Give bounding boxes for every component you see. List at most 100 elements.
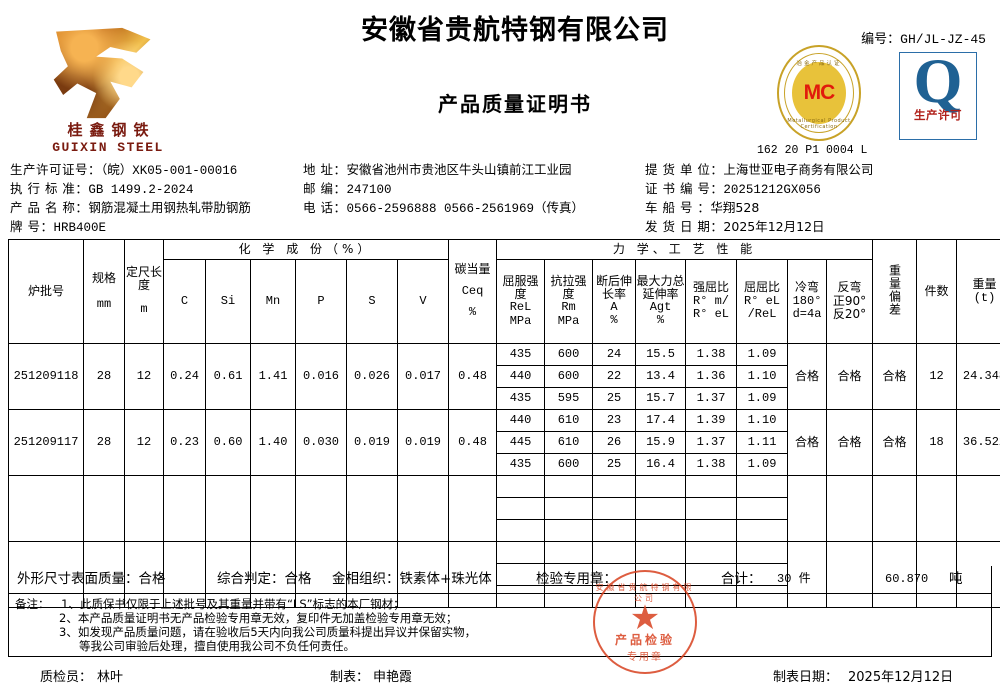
cell-reverse-bend xyxy=(826,475,874,542)
cell-yield: 435 xyxy=(496,453,546,476)
cell-pieces xyxy=(916,475,958,542)
cell-elong: 25 xyxy=(592,453,637,476)
cell-ratio-rm: 1.38 xyxy=(685,343,738,366)
col-strength-ratio: 强屈比 R° m/ R° eL xyxy=(685,259,738,344)
table-row: 440 600 22 13.4 1.36 1.10 xyxy=(9,365,1000,388)
cell-agt: 15.9 xyxy=(635,431,687,454)
cell-agt: 15.5 xyxy=(635,343,687,366)
cell-agt: 16.4 xyxy=(635,453,687,476)
cell-tensile xyxy=(544,519,594,542)
logo-english-text: GUIXIN STEEL xyxy=(52,139,164,155)
notes-item-1: 1、此质保书仅限于上述批号及其重量并带有“LS”标志的本厂钢材； xyxy=(61,597,405,611)
cell-length: 12 xyxy=(124,409,164,476)
cell-tensile: 600 xyxy=(544,343,594,366)
cell-v xyxy=(396,475,450,542)
summary-total-pieces: 30 件 xyxy=(777,572,811,586)
table-row xyxy=(9,585,1000,608)
cell-yield: 445 xyxy=(496,431,546,454)
col-weight-unit: (t) xyxy=(973,290,996,305)
col-weight-deviation-label: 重量偏差 xyxy=(887,263,902,316)
cell-yield: 435 xyxy=(496,387,546,410)
cell-mn: 1.40 xyxy=(250,409,296,476)
cell-ceq xyxy=(448,475,498,542)
footer-inspector-label: 质检员： xyxy=(40,670,93,685)
document-footer: 质检员： 林叶 制表： 申艳霞 制表日期： 2025年12月12日 xyxy=(0,662,1000,694)
cell-agt xyxy=(635,497,687,520)
col-ceq-name: 碳当量 xyxy=(454,262,491,277)
info-consignee-value: 上海世亚电子商务有限公司 xyxy=(723,162,874,177)
cell-ratio-rm: 1.37 xyxy=(685,431,738,454)
notes-title: 备注： xyxy=(15,597,50,611)
cell-ratio-rel xyxy=(736,541,789,564)
cell-agt: 15.7 xyxy=(635,387,687,410)
col-mn: Mn xyxy=(250,259,296,344)
cell-elong: 23 xyxy=(592,409,637,432)
col-strength-ratio-l2: R° eL xyxy=(693,307,730,322)
cell-ceq: 0.48 xyxy=(448,409,498,476)
cell-ratio-rel: 1.09 xyxy=(736,343,789,366)
col-ceq: 碳当量 Ceq % xyxy=(448,239,498,344)
info-address-value: 安徽省池州市贵池区牛头山镇前江工业园 xyxy=(346,162,572,177)
col-yield-ratio: 屈屈比 R° eL /ReL xyxy=(736,259,789,344)
info-vehicle-no: 车 船 号 ：华翔528 xyxy=(645,198,1000,217)
info-grade-label: 牌 号： xyxy=(10,219,54,234)
footer-date-label: 制表日期： xyxy=(773,670,839,685)
col-si: Si xyxy=(205,259,251,344)
document-title: 产品质量证明书 xyxy=(438,92,592,116)
cell-mn xyxy=(250,475,296,542)
info-product-name: 产 品 名 称：钢筋混凝土用钢热轧带肋钢筋 xyxy=(10,198,310,217)
cell-ratio-rel xyxy=(736,519,789,542)
info-address-label: 地 址： xyxy=(303,162,347,177)
cell-ratio-rel: 1.11 xyxy=(736,431,789,454)
summary-overall: 综合判定：合格 xyxy=(217,571,312,587)
guixin-steel-logo-icon xyxy=(53,27,151,119)
notes-item-3: 3、如发现产品质量问题，请在验收后5天内向我公司质量科提出异议并保留实物， xyxy=(59,625,477,639)
table-row xyxy=(9,519,1000,542)
table-row: 435 600 25 16.4 1.38 1.09 xyxy=(9,453,1000,476)
cell-si: 0.60 xyxy=(205,409,251,476)
info-consignee-label: 提 货 单 位： xyxy=(645,162,724,177)
cell-s xyxy=(346,541,398,608)
cell-cold-bend xyxy=(787,475,828,542)
col-strength-ratio-name: 强屈比 xyxy=(693,280,730,295)
cell-weight-deviation: 合格 xyxy=(872,343,918,410)
col-yield-ratio-name: 屈屈比 xyxy=(744,280,781,295)
col-reverse-bend-l2: 反20° xyxy=(832,307,867,322)
table-row xyxy=(9,497,1000,520)
cell-reverse-bend: 合格 xyxy=(826,409,874,476)
cell-agt xyxy=(635,541,687,564)
col-yield-ratio-l1: R° eL xyxy=(744,293,781,308)
footer-inspector-name: 林叶 xyxy=(97,670,124,685)
cell-v: 0.017 xyxy=(396,343,450,410)
summary-dimension: 外形尺寸表面质量：合格 xyxy=(17,571,166,587)
table-row xyxy=(8,475,1000,542)
cell-tensile xyxy=(544,475,594,498)
cell-ratio-rm xyxy=(685,519,738,542)
table-body: 251209118 28 12 0.24 0.61 1.41 0.016 0.026 0.017… xyxy=(8,343,1000,608)
info-product-name-label: 产 品 名 称： xyxy=(10,200,89,215)
cell-elong xyxy=(592,519,637,542)
col-ceq-unit: % xyxy=(468,305,477,320)
cell-yield xyxy=(496,497,546,520)
footer-date-value: 2025年12月12日 xyxy=(848,670,954,685)
info-consignee: 提 货 单 位：上海世亚电子商务有限公司 xyxy=(645,160,1000,179)
col-strength-ratio-l1: R° m/ xyxy=(693,293,730,308)
info-phone-value: 0566-2596888 0566-2561969（传真） xyxy=(346,202,585,216)
cell-tensile: 610 xyxy=(544,409,594,432)
cell-tensile xyxy=(544,497,594,520)
cell-ratio-rm: 1.37 xyxy=(685,387,738,410)
summary-metallography: 金相组织：铁素体+珠光体 xyxy=(332,571,492,587)
cell-tensile: 600 xyxy=(544,453,594,476)
cell-heat-no xyxy=(8,475,84,542)
cell-length: 12 xyxy=(124,343,164,410)
col-spec: 规格 mm xyxy=(83,239,125,344)
cell-ratio-rel xyxy=(736,497,789,520)
cell-weight-deviation xyxy=(872,541,918,608)
mc-certification-seal-icon: 冶金产品认证 MC Metallurgical Product Certific… xyxy=(777,45,861,141)
cell-cold-bend: 合格 xyxy=(787,409,828,476)
cell-mn: 1.41 xyxy=(250,343,296,410)
info-ship-date-label: 发 货 日 期： xyxy=(645,219,724,234)
info-product-name-value: 钢筋混凝土用钢热轧带肋钢筋 xyxy=(88,200,251,215)
cell-ratio-rel: 1.09 xyxy=(736,387,789,410)
cell-cold-bend: 合格 xyxy=(787,343,828,410)
